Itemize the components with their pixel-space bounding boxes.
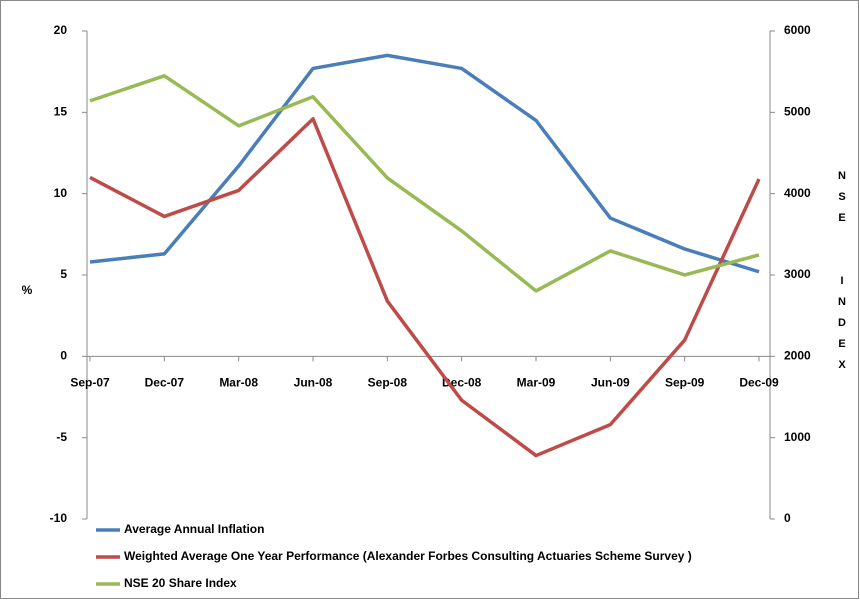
legend-label: Weighted Average One Year Performance (A… [124,549,692,563]
x-tick-label: Sep-09 [665,376,705,390]
y-tick-label: 20 [54,23,68,37]
y2-axis-label: NSE INDEX [836,170,848,380]
y-tick-label: 10 [54,186,68,200]
x-tick-label: Jun-09 [591,376,630,390]
y-tick-label: -10 [50,511,68,525]
series-line [89,74,760,293]
y2-tick-label: 3000 [784,267,811,281]
y-axis-label: % [22,283,33,297]
x-tick-label: Jun-08 [294,376,333,390]
y-tick-label: 5 [60,267,67,281]
legend-label: NSE 20 Share Index [124,576,237,590]
x-tick-label: Mar-09 [517,376,556,390]
x-tick-label: Sep-07 [70,376,110,390]
y-tick-label: 15 [54,105,68,119]
y2-tick-label: 0 [784,511,791,525]
x-tick-label: Mar-08 [219,376,258,390]
x-tick-label: Sep-08 [368,376,408,390]
y2-tick-label: 5000 [784,105,811,119]
x-tick-label: Dec-07 [145,376,185,390]
y2-tick-label: 6000 [784,23,811,37]
y2-tick-label: 1000 [784,430,811,444]
series-line [89,117,761,458]
y2-tick-label: 2000 [784,349,811,363]
series-line [89,53,760,274]
x-tick-label: Dec-09 [739,376,779,390]
y-tick-label: -5 [56,430,67,444]
y2-tick-label: 4000 [784,186,811,200]
y-tick-label: 0 [60,349,67,363]
legend-label: Average Annual Inflation [124,522,264,536]
